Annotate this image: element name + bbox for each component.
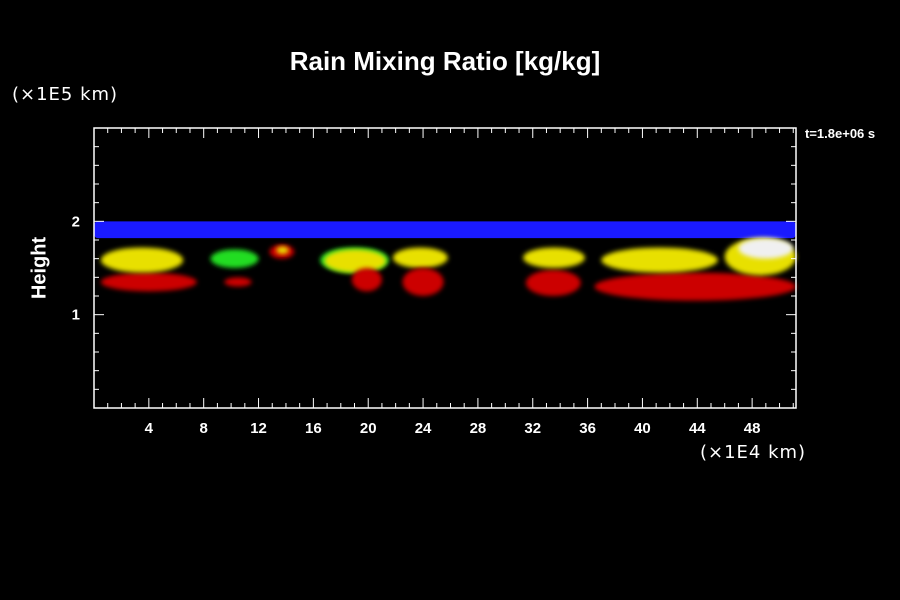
x-tick-label: 36 (579, 420, 596, 437)
region-red-11 (402, 268, 444, 296)
region-yellow-2 (100, 247, 184, 273)
region-yellow-13 (523, 247, 585, 268)
region-red-1 (100, 272, 197, 292)
chart-title: Rain Mixing Ratio [kg/kg] (289, 46, 601, 76)
x-tick-label: 4 (145, 420, 154, 437)
x-tick-label: 28 (470, 420, 487, 437)
region-yellow-8 (324, 249, 387, 273)
y-tick-label: 1 (72, 307, 80, 324)
region-red-9 (351, 268, 382, 292)
region-red-14 (594, 272, 796, 301)
x-tick-label: 48 (744, 420, 761, 437)
plot-frame (93, 127, 797, 409)
x-tick-label: 16 (305, 420, 322, 437)
region-yellow-15 (601, 247, 718, 273)
y-axis-multiplier: (×1E5 km) (12, 84, 119, 105)
y-tick-label: 2 (72, 213, 80, 230)
region-red-4 (224, 277, 252, 287)
x-axis-multiplier: (×1E4 km) (700, 442, 807, 463)
x-tick-label: 8 (200, 420, 208, 437)
region-green-3 (210, 249, 259, 268)
x-tick-label: 20 (360, 420, 377, 437)
x-tick-label: 12 (250, 420, 267, 437)
region-yellow-10 (392, 247, 448, 268)
plot-area (94, 221, 796, 301)
region-white-17 (738, 238, 794, 259)
x-tick-label: 40 (634, 420, 651, 437)
x-tick-label: 32 (524, 420, 541, 437)
x-tick-label: 44 (689, 420, 706, 437)
time-label: t=1.8e+06 s (805, 126, 876, 141)
region-yellow-6 (276, 246, 289, 254)
region-red-12 (525, 269, 581, 296)
x-tick-label: 24 (415, 420, 432, 437)
region-blue-0 (94, 221, 796, 239)
